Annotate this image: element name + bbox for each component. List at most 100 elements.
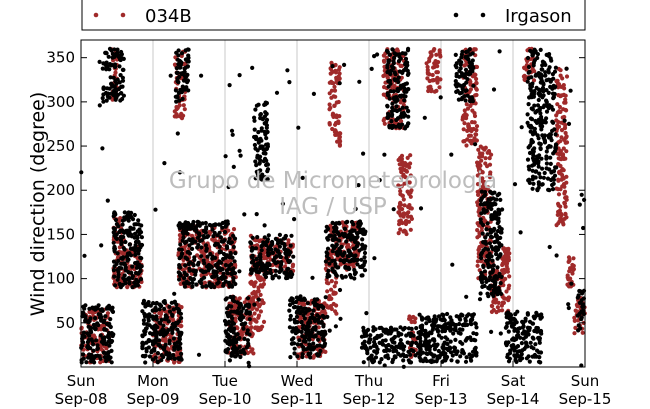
data-point [476,147,481,152]
data-point [479,158,484,163]
data-point [139,223,144,228]
data-point [374,335,379,341]
data-point [93,354,98,359]
data-point [359,273,364,278]
data-point [255,148,260,153]
data-point [531,336,536,341]
data-point [425,315,430,320]
legend-marker-034b-2 [120,12,126,18]
data-point [264,239,269,244]
data-point [125,285,130,290]
data-point [119,84,124,89]
data-point [141,301,146,306]
data-point [396,231,401,236]
data-point [524,356,530,361]
data-point [424,321,429,326]
data-point [235,332,240,337]
data-point [177,247,182,252]
data-point [277,232,282,237]
data-point [332,129,337,134]
data-point [536,313,542,318]
data-point [132,222,137,227]
data-point [521,74,527,79]
data-point [519,341,525,346]
data-point [130,264,135,269]
data-point [420,350,425,355]
data-point [481,240,486,245]
data-point [125,228,130,233]
data-point [263,274,269,280]
data-point [392,51,397,56]
data-point [292,317,297,322]
data-point [170,328,175,333]
data-point [186,47,191,52]
data-point [557,170,562,175]
data-point [546,90,551,95]
data-point [406,87,411,92]
data-point [159,358,164,363]
data-point [406,358,411,363]
data-point [153,355,158,360]
data-point [231,227,237,232]
data-point [227,284,232,289]
data-point [302,316,307,321]
data-point [181,228,186,233]
data-point [454,71,459,77]
data-point [486,253,491,258]
data-point [537,335,542,340]
data-point [443,335,448,340]
data-point [321,338,326,343]
data-point [259,177,264,182]
data-point [163,331,168,337]
data-point [505,269,510,274]
data-point [325,289,330,294]
data-point [321,330,326,335]
data-point [385,104,390,109]
data-point [212,274,217,279]
data-point [325,227,330,232]
data-point [177,271,182,276]
data-point [316,330,321,335]
data-point [264,111,269,116]
data-point [255,327,261,333]
data-point [221,251,227,257]
data-point [528,48,533,53]
data-point [475,228,480,233]
legend-marker-034b-1 [93,12,99,18]
data-point [222,318,228,324]
data-point [497,225,502,230]
data-point [487,175,493,180]
data-point [203,220,208,226]
data-point [287,272,292,277]
data-point [559,120,564,125]
data-point [523,340,529,345]
data-point [265,177,270,182]
data-point [397,341,403,346]
data-point [192,257,197,262]
data-point [471,126,476,132]
data-point [564,134,569,139]
data-point [462,63,467,68]
data-point [396,59,402,64]
legend-label-034b: 034B [145,6,192,27]
data-point [254,319,259,324]
data-point [175,350,180,355]
data-point [113,70,118,75]
data-point [363,330,369,335]
data-point [371,357,376,362]
data-point [493,300,498,305]
data-point [204,248,209,253]
data-point [187,281,192,286]
data-point [485,221,490,226]
data-point [190,280,195,285]
data-point [336,230,341,236]
data-point [249,271,254,276]
data-point [227,303,232,309]
data-point [228,334,233,339]
data-point [254,307,260,312]
data-point [208,251,213,257]
data-point [408,331,414,336]
data-point [177,333,182,338]
data-point [405,63,410,68]
data-point [133,270,139,276]
